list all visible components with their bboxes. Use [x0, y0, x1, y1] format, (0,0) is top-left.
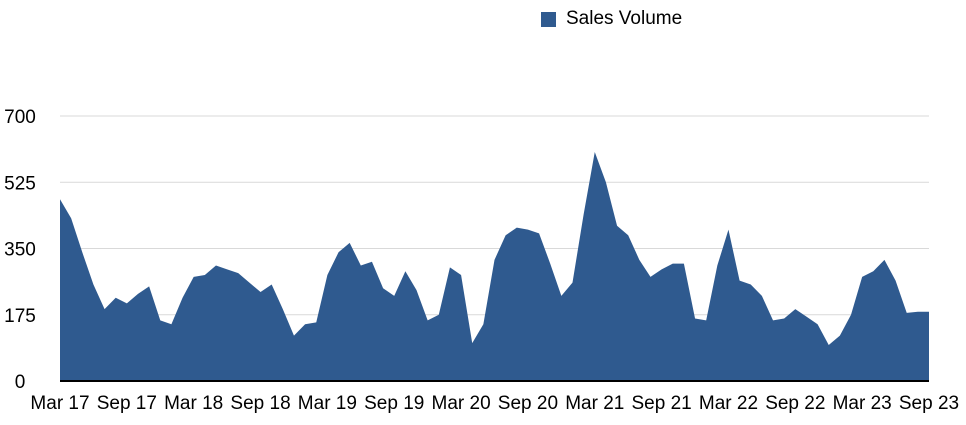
x-tick-label: Mar 17 [30, 393, 89, 414]
y-tick-label: 0 [15, 372, 26, 393]
legend-label-sales-volume: Sales Volume [566, 8, 682, 30]
x-tick-label: Sep 18 [230, 393, 290, 414]
series-area-sales-volume [60, 152, 929, 381]
legend-swatch-sales-volume [541, 12, 556, 27]
x-tick-label: Sep 23 [899, 393, 959, 414]
x-tick-label: Sep 22 [765, 393, 825, 414]
x-tick-label: Sep 20 [498, 393, 558, 414]
x-tick-label: Mar 20 [432, 393, 491, 414]
x-tick-label: Mar 19 [298, 393, 357, 414]
x-tick-label: Sep 19 [364, 393, 424, 414]
x-tick-label: Mar 22 [699, 393, 758, 414]
legend: Sales Volume [541, 8, 682, 30]
x-tick-label: Sep 17 [97, 393, 157, 414]
y-tick-label: 525 [4, 173, 36, 194]
x-tick-label: Mar 21 [565, 393, 624, 414]
x-tick-label: Mar 23 [833, 393, 892, 414]
y-tick-label: 175 [4, 306, 36, 327]
y-tick-label: 350 [4, 240, 36, 261]
y-tick-label: 700 [4, 107, 36, 128]
x-tick-label: Mar 18 [164, 393, 223, 414]
x-tick-label: Sep 21 [632, 393, 692, 414]
